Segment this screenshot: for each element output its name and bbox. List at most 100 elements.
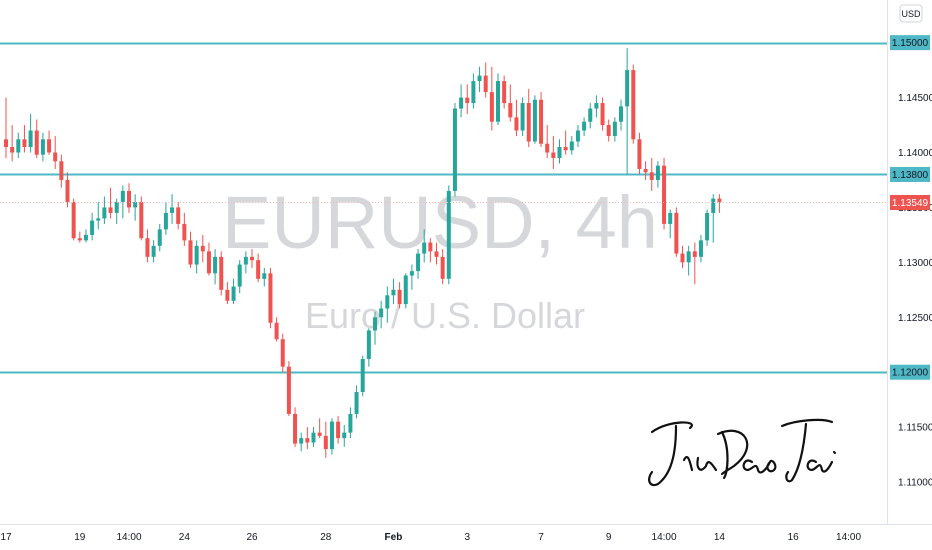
- candle-body: [286, 366, 291, 414]
- candle: [594, 95, 599, 118]
- candle-body: [643, 168, 648, 173]
- candle: [348, 407, 353, 439]
- candle: [237, 260, 242, 294]
- y-tick-label: 1.14500: [898, 93, 932, 104]
- candle-body: [397, 289, 402, 305]
- signature-logo: [648, 418, 837, 487]
- candle: [416, 249, 421, 279]
- candle-body: [594, 103, 599, 109]
- candle: [77, 231, 82, 243]
- candle-body: [379, 308, 384, 318]
- candle: [163, 201, 168, 235]
- candle-body: [348, 413, 353, 433]
- currency-label: USD: [901, 9, 921, 19]
- x-tick-label: 14:00: [652, 532, 677, 543]
- candle: [280, 333, 285, 373]
- candle: [317, 418, 322, 439]
- candle-body: [360, 359, 365, 392]
- candle: [459, 84, 464, 118]
- candle: [434, 242, 439, 265]
- candle-body: [342, 432, 347, 439]
- candle-body: [323, 435, 328, 450]
- candle: [446, 185, 451, 285]
- candle-body: [256, 260, 261, 279]
- candle-body: [373, 317, 377, 331]
- candle-body: [71, 201, 76, 239]
- candle-body: [588, 108, 593, 122]
- candle-body: [145, 238, 150, 257]
- candle: [329, 418, 334, 455]
- candle-body: [28, 130, 33, 148]
- candle: [323, 421, 328, 458]
- candle-body: [65, 179, 70, 202]
- candle: [373, 311, 377, 345]
- candle-body: [545, 143, 550, 153]
- candle-body: [582, 121, 587, 131]
- candle: [625, 48, 630, 175]
- candle-body: [157, 229, 162, 246]
- candle-body: [22, 139, 27, 148]
- candle: [532, 95, 537, 144]
- candle: [133, 194, 138, 221]
- candle: [489, 66, 494, 131]
- candle-body: [293, 413, 298, 444]
- candle-body: [483, 75, 488, 93]
- candle: [262, 267, 267, 287]
- candle-body: [692, 251, 697, 257]
- candle-body: [563, 147, 568, 151]
- current-price-badge: [890, 195, 930, 210]
- candle-body: [409, 271, 414, 276]
- x-tick-label: 14:00: [836, 532, 861, 543]
- candle-body: [631, 70, 636, 140]
- candle-body: [77, 238, 82, 241]
- candle: [563, 130, 568, 155]
- current-price: 1.13549: [0, 195, 930, 210]
- candle-body: [569, 141, 574, 151]
- candle-body: [108, 207, 113, 213]
- candle: [397, 282, 402, 309]
- candle-body: [575, 130, 580, 142]
- candle: [545, 125, 550, 158]
- candle: [4, 97, 8, 158]
- x-tick-label: 7: [538, 532, 544, 543]
- candle: [514, 99, 519, 137]
- candle: [686, 245, 691, 276]
- x-tick-label: Feb: [385, 532, 403, 543]
- candle-body: [16, 139, 21, 153]
- candle-body: [698, 240, 703, 257]
- candle: [305, 427, 310, 450]
- candle-body: [206, 251, 211, 274]
- candle-body: [477, 75, 482, 82]
- candle: [268, 267, 273, 329]
- candle-body: [305, 438, 310, 443]
- candle: [428, 238, 433, 263]
- candle: [65, 172, 70, 208]
- candle-body: [34, 130, 39, 155]
- candle: [28, 114, 33, 153]
- candle-body: [163, 212, 168, 230]
- x-tick-label: 14: [714, 532, 726, 543]
- candle-body: [133, 201, 138, 208]
- candle-body: [637, 139, 642, 169]
- candle-body: [489, 92, 494, 122]
- candle-body: [428, 242, 433, 252]
- candle-body: [711, 198, 716, 213]
- candle-body: [674, 212, 679, 254]
- y-tick-label: 1.14000: [898, 148, 932, 159]
- candle: [342, 424, 347, 447]
- candle: [114, 198, 119, 224]
- x-axis: 17 19 14:00 24 26 28 Feb 3 7 9 14:00 14 16 14:00: [0, 532, 861, 543]
- candle: [508, 84, 513, 122]
- candle-body: [102, 207, 107, 219]
- candle-body: [96, 218, 101, 221]
- candle-body: [459, 97, 464, 109]
- y-tick-label: 1.12500: [898, 313, 932, 324]
- candle: [551, 136, 556, 169]
- candle: [22, 125, 27, 153]
- x-tick-label: 19: [74, 532, 86, 543]
- candle: [606, 119, 611, 142]
- candle: [213, 249, 218, 285]
- currency-badge[interactable]: USD: [899, 4, 923, 23]
